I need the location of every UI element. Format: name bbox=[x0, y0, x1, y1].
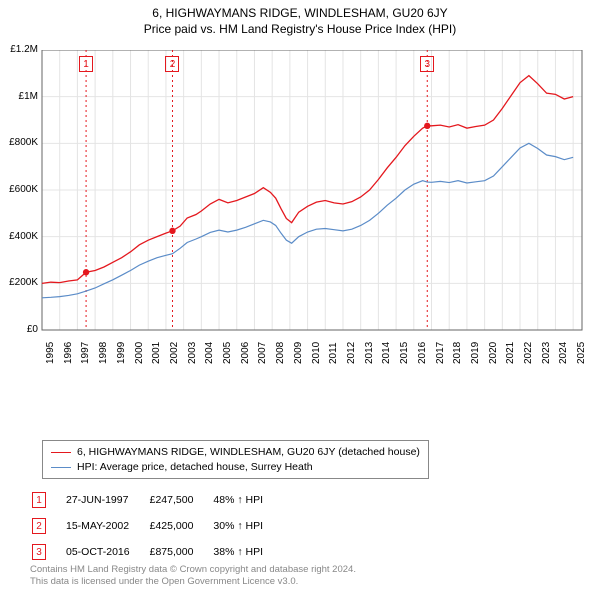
y-tick-label: £1.2M bbox=[0, 44, 38, 55]
x-tick-label: 2024 bbox=[558, 342, 569, 364]
chart-title-address: 6, HIGHWAYMANS RIDGE, WINDLESHAM, GU20 6… bbox=[0, 6, 600, 20]
x-tick-label: 2019 bbox=[470, 342, 481, 364]
x-tick-label: 2018 bbox=[452, 342, 463, 364]
x-tick-label: 2006 bbox=[240, 342, 251, 364]
event-dot-2 bbox=[169, 228, 175, 234]
x-tick-label: 2000 bbox=[134, 342, 145, 364]
x-tick-label: 2014 bbox=[381, 342, 392, 364]
event-marker-3: 3 bbox=[420, 56, 434, 72]
y-tick-label: £1M bbox=[0, 91, 38, 102]
event-dot-1 bbox=[83, 269, 89, 275]
event-row-marker: 1 bbox=[32, 492, 46, 508]
event-row-marker: 2 bbox=[32, 518, 46, 534]
legend-label: 6, HIGHWAYMANS RIDGE, WINDLESHAM, GU20 6… bbox=[77, 445, 420, 460]
x-tick-label: 2021 bbox=[505, 342, 516, 364]
x-tick-label: 1996 bbox=[63, 342, 74, 364]
x-tick-label: 2002 bbox=[169, 342, 180, 364]
x-tick-label: 2008 bbox=[275, 342, 286, 364]
event-date: 15-MAY-2002 bbox=[66, 514, 148, 538]
footer-line1: Contains HM Land Registry data © Crown c… bbox=[30, 564, 356, 576]
x-tick-label: 1998 bbox=[98, 342, 109, 364]
chart-legend: 6, HIGHWAYMANS RIDGE, WINDLESHAM, GU20 6… bbox=[42, 440, 429, 479]
x-tick-label: 2013 bbox=[364, 342, 375, 364]
x-tick-label: 2003 bbox=[187, 342, 198, 364]
x-tick-label: 2007 bbox=[257, 342, 268, 364]
event-date: 05-OCT-2016 bbox=[66, 540, 148, 564]
x-tick-label: 2012 bbox=[346, 342, 357, 364]
x-tick-label: 2015 bbox=[399, 342, 410, 364]
event-marker-2: 2 bbox=[165, 56, 179, 72]
chart-area: £0£200K£400K£600K£800K£1M£1.2M 199519961… bbox=[0, 50, 600, 390]
x-tick-label: 2005 bbox=[222, 342, 233, 364]
x-tick-label: 2025 bbox=[576, 342, 587, 364]
x-tick-label: 2020 bbox=[488, 342, 499, 364]
x-tick-label: 2011 bbox=[328, 342, 339, 364]
y-tick-label: £600K bbox=[0, 184, 38, 195]
x-tick-label: 2016 bbox=[417, 342, 428, 364]
events-table: 1 27-JUN-1997£247,50048% ↑ HPI 2 15-MAY-200… bbox=[30, 486, 283, 566]
x-tick-label: 1997 bbox=[80, 342, 91, 364]
event-diff: 30% ↑ HPI bbox=[213, 514, 281, 538]
event-diff: 38% ↑ HPI bbox=[213, 540, 281, 564]
chart-title-subtitle: Price paid vs. HM Land Registry's House … bbox=[0, 22, 600, 36]
x-tick-label: 2023 bbox=[541, 342, 552, 364]
x-tick-label: 2022 bbox=[523, 342, 534, 364]
chart-svg bbox=[0, 50, 600, 390]
event-price: £875,000 bbox=[150, 540, 212, 564]
event-diff: 48% ↑ HPI bbox=[213, 488, 281, 512]
legend-label: HPI: Average price, detached house, Surr… bbox=[77, 460, 313, 475]
x-tick-label: 1995 bbox=[45, 342, 56, 364]
event-row: 2 15-MAY-2002£425,00030% ↑ HPI bbox=[32, 514, 281, 538]
x-tick-label: 2001 bbox=[151, 342, 162, 364]
event-dot-3 bbox=[424, 123, 430, 129]
footer-line2: This data is licensed under the Open Gov… bbox=[30, 576, 356, 588]
legend-swatch bbox=[51, 467, 71, 468]
event-row-marker: 3 bbox=[32, 544, 46, 560]
y-tick-label: £400K bbox=[0, 231, 38, 242]
event-row: 1 27-JUN-1997£247,50048% ↑ HPI bbox=[32, 488, 281, 512]
event-marker-1: 1 bbox=[79, 56, 93, 72]
footer-attribution: Contains HM Land Registry data © Crown c… bbox=[30, 564, 356, 589]
legend-swatch bbox=[51, 452, 71, 453]
y-tick-label: £800K bbox=[0, 137, 38, 148]
x-tick-label: 2004 bbox=[204, 342, 215, 364]
event-row: 3 05-OCT-2016£875,00038% ↑ HPI bbox=[32, 540, 281, 564]
y-tick-label: £200K bbox=[0, 277, 38, 288]
event-date: 27-JUN-1997 bbox=[66, 488, 148, 512]
x-tick-label: 1999 bbox=[116, 342, 127, 364]
x-tick-label: 2010 bbox=[311, 342, 322, 364]
event-price: £247,500 bbox=[150, 488, 212, 512]
legend-row: 6, HIGHWAYMANS RIDGE, WINDLESHAM, GU20 6… bbox=[51, 445, 420, 460]
x-tick-label: 2009 bbox=[293, 342, 304, 364]
legend-row: HPI: Average price, detached house, Surr… bbox=[51, 460, 420, 475]
event-price: £425,000 bbox=[150, 514, 212, 538]
y-tick-label: £0 bbox=[0, 324, 38, 335]
x-tick-label: 2017 bbox=[435, 342, 446, 364]
